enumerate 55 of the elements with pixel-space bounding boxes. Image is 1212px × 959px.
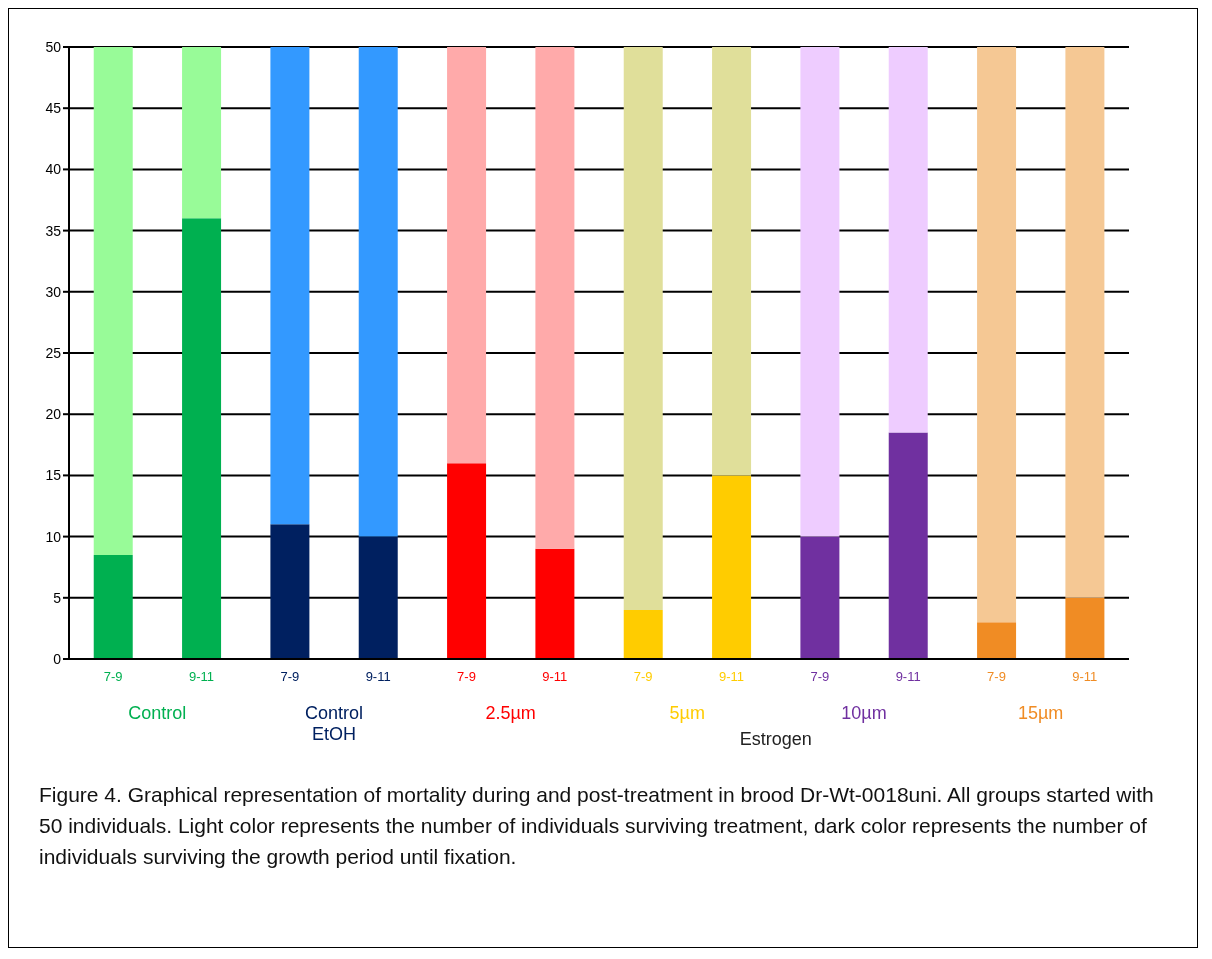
- text: Control EtOH: [303, 703, 364, 745]
- bar: [447, 47, 487, 464]
- bar: [712, 47, 752, 476]
- y-tick-label: 45: [45, 100, 62, 117]
- bar: [93, 47, 133, 555]
- y-tick-label: 50: [45, 38, 62, 55]
- y-tick-label: 10: [45, 528, 62, 545]
- bar: [270, 47, 310, 525]
- y-tick-label: 0: [53, 650, 62, 667]
- x-tick-label: 7-9: [103, 669, 123, 684]
- x-tick-label: 7-9: [280, 669, 300, 684]
- bar: [1065, 47, 1105, 598]
- y-tick-label: 35: [45, 222, 62, 239]
- text: 10µm: [840, 703, 888, 724]
- bar: [800, 47, 840, 537]
- bar: [270, 524, 310, 659]
- bar: [888, 47, 928, 433]
- x-tick-label: 9-11: [895, 669, 921, 684]
- bar: [623, 610, 663, 659]
- y-tick-label: 40: [45, 161, 62, 178]
- text: 5µm: [668, 703, 706, 724]
- bar: [535, 47, 575, 549]
- text: Estrogen: [738, 729, 813, 750]
- bar: [182, 47, 222, 219]
- bar: [535, 548, 575, 659]
- x-tick-label: 7-9: [633, 669, 653, 684]
- y-tick-label: 25: [45, 344, 62, 361]
- bar: [182, 218, 222, 659]
- x-tick-label: 9-11: [1072, 669, 1098, 684]
- text: 15µm: [1016, 703, 1065, 724]
- y-tick-label: 15: [45, 467, 62, 484]
- y-tick-label: 30: [45, 283, 62, 300]
- x-tick-label: 7-9: [987, 669, 1006, 684]
- bar: [977, 622, 1017, 659]
- y-tick-label: 5: [53, 589, 62, 606]
- x-tick-label: 9-11: [718, 669, 745, 684]
- x-tick-label: 9-11: [542, 669, 568, 684]
- y-tick-label: 20: [45, 406, 62, 423]
- caption: Figure 4. Graphical representation of mortality during and post-treatment in brood Dr-Wt-0018uni. All groups started with 50 individuals. Light color represents the number of individuals surviving treatment, dark color represents the number of individuals surviving the growth period until fixation.: [39, 782, 1155, 870]
- x-tick-label: 9-11: [365, 669, 391, 684]
- text: 2.5µm: [484, 703, 537, 724]
- x-tick-label: 7-9: [810, 669, 830, 684]
- text: Control: [127, 703, 188, 724]
- bar: [800, 536, 840, 659]
- bar: [1065, 597, 1105, 659]
- bar: [888, 432, 928, 659]
- bar: [977, 47, 1017, 623]
- bar: [358, 47, 398, 537]
- bar: [358, 536, 398, 659]
- bar: [712, 475, 752, 659]
- bar: [447, 463, 487, 659]
- x-tick-label: 7-9: [457, 669, 476, 684]
- bar: [93, 554, 133, 659]
- x-tick-label: 9-11: [188, 669, 215, 684]
- bar: [623, 47, 663, 611]
